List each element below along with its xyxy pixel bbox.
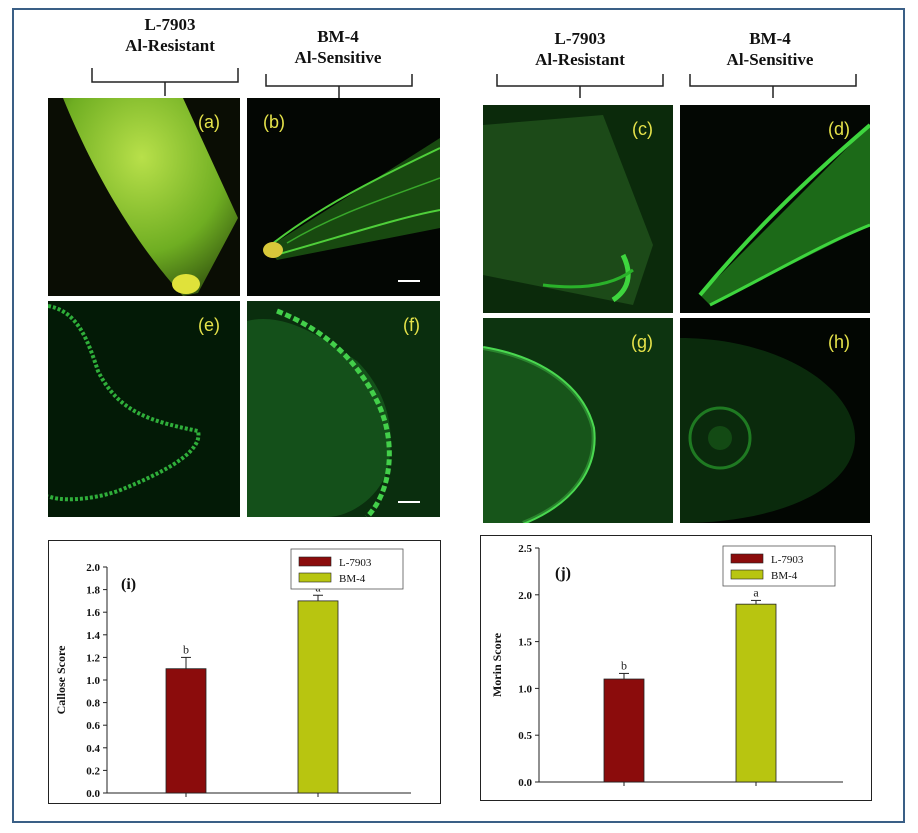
micrograph-b: (b) xyxy=(247,98,440,296)
brace-left-1 xyxy=(91,68,239,96)
y-tick-label: 0.6 xyxy=(86,720,100,732)
header-l7903-left: L-7903 Al-Resistant xyxy=(100,14,240,56)
y-tick-label: 1.6 xyxy=(86,607,100,619)
header-line2: Al-Sensitive xyxy=(294,48,382,67)
micrograph-d: (d) xyxy=(680,105,870,313)
header-line1: BM-4 xyxy=(749,29,791,48)
panel-label-h: (h) xyxy=(828,332,850,352)
y-tick-label: 2.0 xyxy=(518,590,532,602)
chart-panel-label: (j) xyxy=(555,565,571,582)
panel-label-g: (g) xyxy=(631,332,653,352)
brace-left-2 xyxy=(265,74,413,98)
brace-right-1 xyxy=(496,74,664,98)
header-l7903-right: L-7903 Al-Resistant xyxy=(510,28,650,70)
callose-chart: 0.0 0.2 0.4 0.6 0.8 1.0 1.2 1.4 1.6 1.8 2.0 Callose… xyxy=(54,548,411,800)
root-tip-image xyxy=(247,98,440,296)
micrograph-e: (e) xyxy=(48,301,240,517)
y-tick-label: 0.8 xyxy=(86,698,100,710)
y-axis-label: Morin Score xyxy=(490,632,504,697)
micrograph-c: (c) xyxy=(483,105,673,313)
y-tick-label: 1.2 xyxy=(86,652,100,664)
micrograph-f: (f) xyxy=(247,301,440,517)
y-tick-label: 0.4 xyxy=(86,743,100,755)
header-line1: BM-4 xyxy=(317,27,359,46)
legend-label: L-7903 xyxy=(339,557,372,569)
bar-l-7903 xyxy=(603,678,645,783)
header-bm4-left: BM-4 Al-Sensitive xyxy=(268,26,408,68)
legend-label: BM-4 xyxy=(771,570,798,582)
y-tick-label: 0.0 xyxy=(86,788,100,800)
bar-l-7903 xyxy=(165,668,207,794)
panel-label-f: (f) xyxy=(403,315,420,335)
chart-box-j: 0.0 0.5 1.0 1.5 2.0 2.5 Morin Score b a (j) L-7903… xyxy=(480,535,872,801)
y-tick-label: 1.0 xyxy=(518,683,532,695)
y-tick-label: 0.2 xyxy=(86,765,100,777)
scale-bar xyxy=(398,280,420,282)
brace-right-2 xyxy=(689,74,857,98)
header-line1: L-7903 xyxy=(144,15,196,34)
significance-letter: a xyxy=(753,585,759,599)
y-tick-label: 0.5 xyxy=(518,730,532,742)
bar-bm-4 xyxy=(735,603,777,783)
y-tick-label: 2.5 xyxy=(518,543,532,555)
bar-bm-4 xyxy=(297,600,339,794)
significance-letter: b xyxy=(621,658,627,672)
legend-box xyxy=(290,548,404,590)
legend-swatch xyxy=(298,572,332,583)
chart-box-i: 0.0 0.2 0.4 0.6 0.8 1.0 1.2 1.4 1.6 1.8 2.0 Callose… xyxy=(48,540,441,804)
panel-label-b: (b) xyxy=(263,112,285,132)
cross-section-image xyxy=(483,318,673,523)
scale-bar xyxy=(398,501,420,503)
cross-section-image xyxy=(247,301,440,517)
y-axis-label: Callose Score xyxy=(54,645,68,714)
panel-label-c: (c) xyxy=(632,119,653,139)
header-line2: Al-Resistant xyxy=(535,50,625,69)
micrograph-a: (a) xyxy=(48,98,240,296)
legend-swatch xyxy=(298,556,332,567)
y-tick-label: 2.0 xyxy=(86,562,100,574)
header-bm4-right: BM-4 Al-Sensitive xyxy=(700,28,840,70)
header-line1: L-7903 xyxy=(554,29,606,48)
panel-label-a: (a) xyxy=(198,112,220,132)
chart-panel-label: (i) xyxy=(121,576,136,593)
y-tick-label: 1.8 xyxy=(86,585,100,597)
header-line2: Al-Resistant xyxy=(125,36,215,55)
root-tip-image xyxy=(680,105,870,313)
root-tip-image xyxy=(483,105,673,313)
panel-label-e: (e) xyxy=(198,315,220,335)
micrograph-g: (g) xyxy=(483,318,673,523)
legend-label: BM-4 xyxy=(339,573,366,585)
significance-letter: b xyxy=(183,642,189,656)
y-tick-label: 1.4 xyxy=(86,630,100,642)
root-tip-image xyxy=(48,98,240,296)
panel-label-d: (d) xyxy=(828,119,850,139)
morin-chart: 0.0 0.5 1.0 1.5 2.0 2.5 Morin Score b a (j) L-7903… xyxy=(490,543,843,789)
micrograph-h: (h) xyxy=(680,318,870,523)
legend-swatch xyxy=(730,569,764,580)
y-tick-label: 0.0 xyxy=(518,777,532,789)
cross-section-image xyxy=(680,318,870,523)
legend-label: L-7903 xyxy=(771,554,804,566)
cross-section-image xyxy=(48,301,240,517)
header-line2: Al-Sensitive xyxy=(726,50,814,69)
legend-box xyxy=(722,545,836,587)
y-tick-label: 1.5 xyxy=(518,637,532,649)
legend-swatch xyxy=(730,553,764,564)
y-tick-label: 1.0 xyxy=(86,675,100,687)
